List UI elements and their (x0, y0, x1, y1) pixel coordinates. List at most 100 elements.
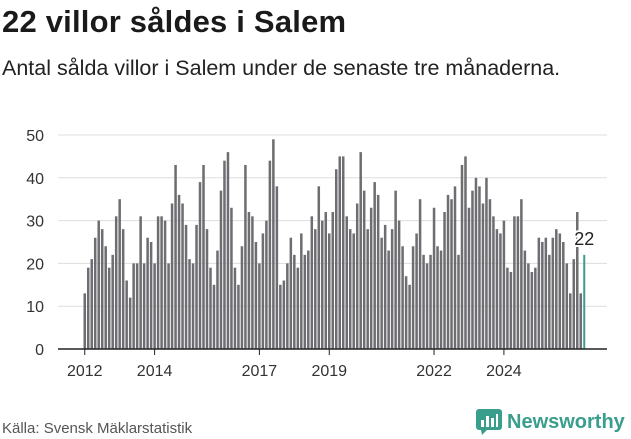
bar (429, 254, 432, 349)
bar (516, 216, 520, 349)
bar (355, 203, 359, 349)
bar (366, 229, 369, 349)
bar (341, 156, 345, 349)
bar (254, 242, 258, 349)
bar (219, 190, 223, 349)
bar (163, 220, 167, 349)
bar (167, 263, 170, 349)
bar (310, 216, 314, 349)
bar (86, 267, 90, 349)
bar (478, 186, 481, 349)
bar (457, 254, 460, 349)
bar (471, 190, 474, 349)
bar (537, 237, 541, 349)
bar (300, 233, 303, 349)
bar (418, 199, 422, 349)
bar (261, 233, 265, 349)
bar (212, 284, 216, 349)
bar (572, 259, 576, 349)
bar (195, 224, 198, 349)
bar (520, 199, 523, 349)
x-tick-label: 2014 (137, 363, 173, 380)
bar (202, 164, 205, 349)
x-tick-label: 2024 (486, 363, 522, 380)
bar (83, 293, 87, 349)
bar-chart: 0 10 20 30 40 50 2012 2014 2017 2019 2022 2024 22 (26, 128, 607, 380)
newsworthy-logo[interactable]: Newsworthy (476, 408, 625, 436)
bar (558, 233, 562, 349)
bar (548, 254, 551, 349)
y-tick-label: 20 (26, 256, 44, 273)
bar (387, 250, 390, 349)
bar (216, 250, 219, 349)
bar (488, 199, 492, 349)
bar (404, 276, 408, 349)
bar (411, 246, 415, 349)
bar (282, 280, 286, 349)
x-tick-label: 2019 (311, 363, 347, 380)
bar (314, 229, 317, 349)
bar (125, 280, 128, 349)
newsworthy-chart-icon (476, 409, 502, 435)
bar (142, 263, 146, 349)
bar (334, 169, 338, 349)
bar (244, 164, 247, 349)
bar (481, 203, 485, 349)
bar (544, 237, 548, 349)
bar (97, 220, 100, 349)
bar (121, 229, 125, 349)
brand-name: Newsworthy (507, 410, 625, 433)
bar (289, 237, 293, 349)
bar (439, 250, 443, 349)
bar (394, 190, 397, 349)
y-tick-label: 40 (26, 171, 44, 188)
bar (425, 263, 429, 349)
bar (181, 203, 184, 349)
bar (502, 220, 506, 349)
bar (369, 207, 373, 349)
y-tick-label: 50 (26, 128, 44, 145)
bar (565, 263, 569, 349)
bar (321, 220, 324, 349)
bar (422, 254, 425, 349)
bar (258, 263, 261, 349)
bar (279, 284, 282, 349)
bar (265, 220, 268, 349)
bar (293, 254, 296, 349)
bar (135, 263, 139, 349)
bar (223, 160, 226, 349)
bar (541, 242, 544, 349)
bar (296, 267, 300, 349)
y-tick-label: 0 (35, 342, 44, 359)
bar (317, 186, 321, 349)
bar (450, 199, 453, 349)
bar (380, 237, 383, 349)
bar (251, 216, 254, 349)
bar (226, 152, 230, 349)
chart-subtitle: Antal sålda villor i Salem under de sena… (2, 56, 561, 80)
bar (401, 246, 404, 349)
bar (174, 164, 177, 349)
bar (506, 267, 509, 349)
bar (303, 254, 307, 349)
bar (436, 246, 439, 349)
bar (324, 212, 328, 349)
annotation-label: 22 (574, 229, 594, 249)
bar (576, 212, 579, 349)
y-tick-label: 10 (26, 299, 44, 316)
bar (184, 224, 188, 349)
bar (499, 233, 502, 349)
bar (530, 271, 534, 349)
bar (415, 233, 418, 349)
bar (390, 229, 394, 349)
bar (513, 216, 516, 349)
bar (132, 263, 135, 349)
bar (467, 207, 471, 349)
bar (383, 224, 387, 349)
bar (205, 229, 209, 349)
bar (93, 237, 97, 349)
bar (432, 207, 436, 349)
bar (373, 182, 376, 349)
bar (146, 237, 149, 349)
bar (153, 263, 156, 349)
